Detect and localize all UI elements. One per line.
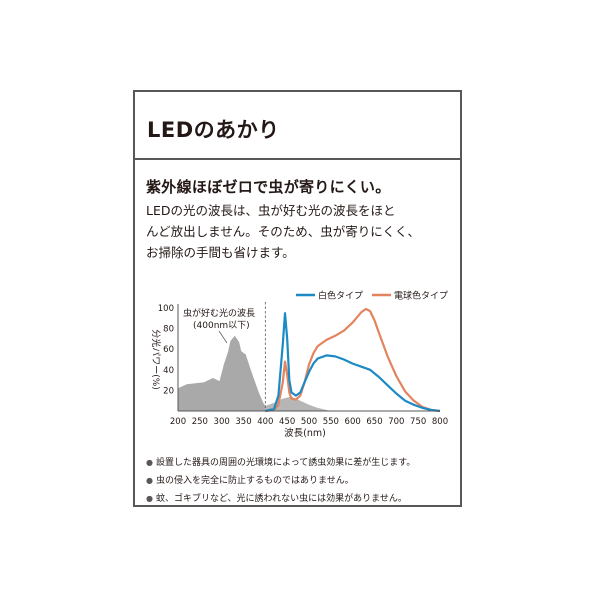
x-tick-label: 650 [366,417,382,427]
x-tick-label: 200 [170,417,186,427]
y-tick-labels: 20 40 60 80 100 [158,304,174,396]
y-axis-label-text: 分光パワー(%) [150,329,162,390]
x-tick-label: 500 [301,417,317,427]
description: LEDの光の波長は、虫が好む光の波長をほと んど放出しません。そのため、虫が寄り… [146,200,458,263]
annotation-line-1: 虫が好む光の波長 [183,307,255,319]
x-tick-label: 300 [214,417,230,427]
bullet-icon: ● [146,494,153,503]
y-axis-label: 分光パワー(%) [150,329,162,390]
legend: 白色タイプ 電球色タイプ [296,290,448,302]
bullet-icon: ● [146,476,153,485]
x-tick-label: 700 [388,417,404,427]
description-line: お掃除の手間も省けます。 [146,245,295,260]
y-tick-label: 100 [158,304,174,314]
x-tick-labels: 200 250 300 350 400 450 500 550 600 650 700 750 800 [170,417,448,427]
insect-sensitivity-tail-area [265,396,331,411]
x-tick-label: 450 [279,417,295,427]
note-text: 虫の侵入を完全に防止するものではありません。 [155,476,354,486]
note-item: ● 設置した器具の周囲の光環境によって誘虫効果に差が生じます。 [146,454,458,472]
x-tick-label: 550 [323,417,339,427]
annotation-leader [218,330,228,344]
x-tick-label: 600 [345,417,361,427]
bullet-icon: ● [146,458,153,467]
note-text: 設置した器具の周囲の光環境によって誘虫効果に差が生じます。 [155,458,416,468]
plot-area [177,302,441,413]
x-tick-label: 400 [257,417,273,427]
product-info-card: LEDのあかり 紫外線ほぼゼロで虫が寄りにくい。 LEDの光の波長は、虫が好む光… [133,90,462,507]
note-item: ● 蚊、ゴキブリなど、光に誘われない虫には効果がありません。 [146,490,458,508]
card-header: LEDのあかり [135,92,460,160]
x-tick-label: 350 [235,417,251,427]
card-title: LEDのあかり [147,118,280,142]
spectrum-chart: 分光パワー(%) 200 250 300 350 400 450 500 550 600 650 7… [150,290,448,440]
legend-label-bulb: 電球色タイプ [394,290,448,302]
legend-label-white: 白色タイプ [318,290,363,302]
annotation-line-2: (400nm以下) [193,321,250,331]
headline: 紫外線ほぼゼロで虫が寄りにくい。 [146,178,391,196]
note-text: 蚊、ゴキブリなど、光に誘われない虫には効果がありません。 [155,494,407,504]
note-item: ● 虫の侵入を完全に防止するものではありません。 [146,472,458,490]
x-tick-label: 250 [192,417,208,427]
insect-wavelength-annotation: 虫が好む光の波長 (400nm以下) [183,307,255,331]
y-tick-label: 80 [163,325,174,335]
y-tick-label: 40 [163,366,174,376]
x-tick-label: 750 [410,417,426,427]
description-line: LEDの光の波長は、虫が好む光の波長をほと [146,203,396,218]
x-axis-label: 波長(nm) [284,427,326,439]
description-line: んど放出しません。そのため、虫が寄りにくく、 [146,224,421,239]
x-tick-label: 800 [432,417,448,427]
y-tick-label: 20 [163,386,174,396]
insect-sensitivity-area [178,335,266,411]
series-line-bulb [265,307,441,413]
notes: ● 設置した器具の周囲の光環境によって誘虫効果に差が生じます。 ● 虫の侵入を完全に… [146,454,458,508]
series-line-white [265,312,441,413]
y-tick-label: 60 [163,345,174,355]
